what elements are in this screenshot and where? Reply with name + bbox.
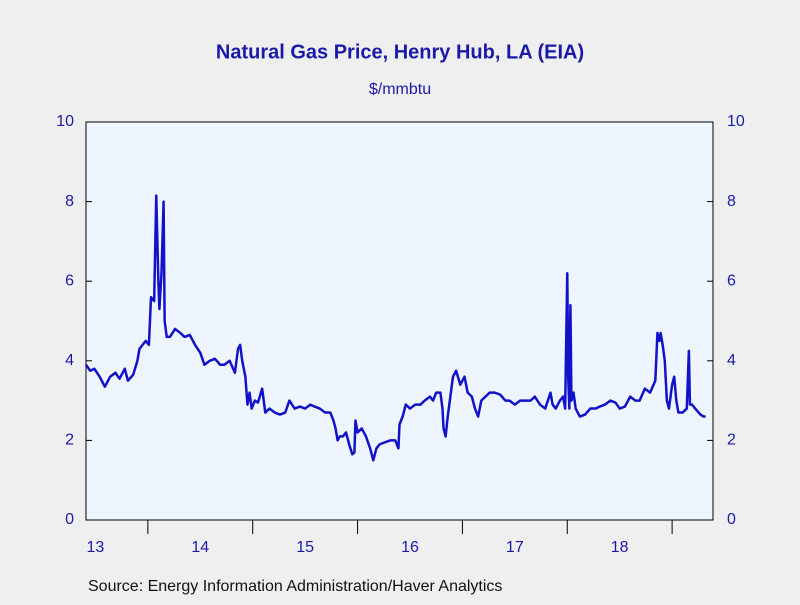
x-tick-label: 14	[191, 539, 209, 556]
y2-tick-label: 8	[727, 193, 736, 210]
x-tick-label: 13	[87, 539, 105, 556]
chart-title: Natural Gas Price, Henry Hub, LA (EIA)	[216, 41, 584, 63]
y-tick-label: 8	[65, 193, 74, 210]
y-tick-label: 10	[56, 113, 74, 130]
y-tick-label: 2	[65, 432, 74, 449]
y2-tick-label: 2	[727, 432, 736, 449]
plot-area	[85, 121, 714, 521]
chart-subtitle: $/mmbtu	[369, 81, 431, 98]
x-tick-label: 18	[611, 539, 629, 556]
y2-tick-label: 6	[727, 272, 736, 289]
y-tick-label: 4	[65, 352, 74, 369]
y2-tick-label: 0	[727, 511, 736, 528]
x-tick-label: 15	[296, 539, 314, 556]
source-note: Source: Energy Information Administratio…	[88, 578, 502, 595]
y-tick-label: 0	[65, 511, 74, 528]
y2-tick-label: 4	[727, 352, 736, 369]
y-tick-label: 6	[65, 272, 74, 289]
x-tick-label: 16	[401, 539, 419, 556]
y2-tick-label: 10	[727, 113, 745, 130]
x-tick-label: 17	[506, 539, 524, 556]
price-line	[84, 194, 706, 462]
